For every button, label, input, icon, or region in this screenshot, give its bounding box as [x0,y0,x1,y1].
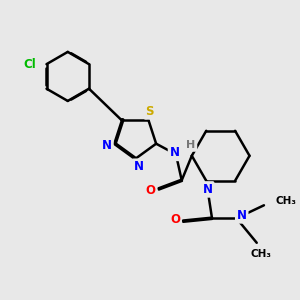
Text: O: O [170,213,180,226]
Text: N: N [169,146,179,159]
Text: CH₃: CH₃ [250,249,272,259]
Text: O: O [146,184,156,197]
Text: N: N [134,160,143,173]
Text: N: N [102,139,112,152]
Text: Cl: Cl [24,58,36,71]
Text: N: N [203,183,213,196]
Text: CH₃: CH₃ [275,196,296,206]
Text: N: N [237,209,247,222]
Text: H: H [186,140,196,150]
Text: S: S [146,105,154,118]
